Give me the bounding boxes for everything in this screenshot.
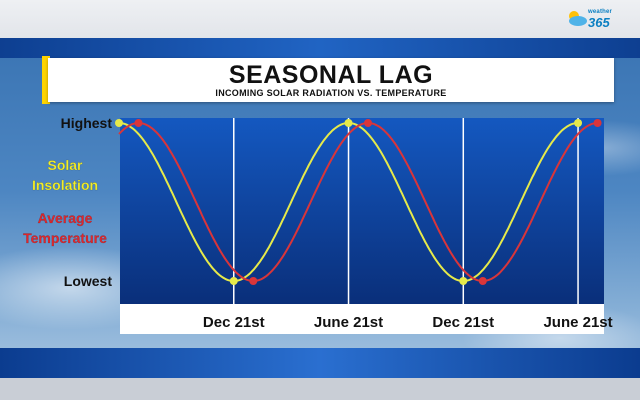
logo-text-big: 365 xyxy=(588,15,610,30)
series-1-trough-point-2 xyxy=(459,277,468,285)
series-label-1-line-2: Insolation xyxy=(32,177,98,193)
title-accent-bar xyxy=(42,56,50,104)
title-panel: SEASONAL LAG INCOMING SOLAR RADIATION VS… xyxy=(48,58,614,102)
plot-panel xyxy=(120,118,604,304)
series-label-1-line-1: Solar xyxy=(47,157,83,173)
weather-cloud-icon xyxy=(569,11,587,26)
series-line-2 xyxy=(118,121,598,283)
chart-subtitle: INCOMING SOLAR RADIATION VS. TEMPERATURE xyxy=(215,88,447,98)
x-tick-labels: Dec 21st June 21st Dec 21st June 21st xyxy=(203,314,613,331)
logo-text-small: weather xyxy=(588,9,613,15)
vertical-marker-lines xyxy=(233,118,579,304)
bottom-floor xyxy=(0,378,640,400)
y-labels: Highest Lowest xyxy=(61,115,113,289)
x-tick-label-3: Dec 21st xyxy=(432,314,494,331)
header-stripe xyxy=(0,38,640,58)
chart-title: SEASONAL LAG xyxy=(228,61,434,89)
series-1-peak-point-3 xyxy=(574,119,583,127)
series-2-peak-point-2 xyxy=(364,119,373,127)
series-2-trough-point-2 xyxy=(478,277,487,285)
series-2-trough-point-1 xyxy=(249,277,258,285)
series-markers xyxy=(115,119,602,285)
y-label-lowest: Lowest xyxy=(64,273,113,289)
x-tick-label-4: June 21st xyxy=(543,314,612,331)
top-bar: weather 365 xyxy=(0,0,640,38)
x-tick-label-2: June 21st xyxy=(314,314,383,331)
series-1-peak-point-1 xyxy=(115,119,123,127)
series-labels: Solar Insolation Average Temperature xyxy=(23,157,107,246)
x-axis-band xyxy=(120,304,604,334)
bottom-band xyxy=(0,348,640,378)
y-label-highest: Highest xyxy=(61,115,113,131)
series-2-peak-point-3 xyxy=(593,119,602,127)
x-tick-label-1: Dec 21st xyxy=(203,314,265,331)
station-logo: weather 365 xyxy=(566,8,626,30)
series-label-2-line-2: Temperature xyxy=(23,230,107,246)
series-2-peak-point-1 xyxy=(134,119,143,127)
series-label-2-line-1: Average xyxy=(38,210,93,226)
series-1-peak-point-2 xyxy=(344,119,353,127)
series-1-trough-point-1 xyxy=(229,277,238,285)
